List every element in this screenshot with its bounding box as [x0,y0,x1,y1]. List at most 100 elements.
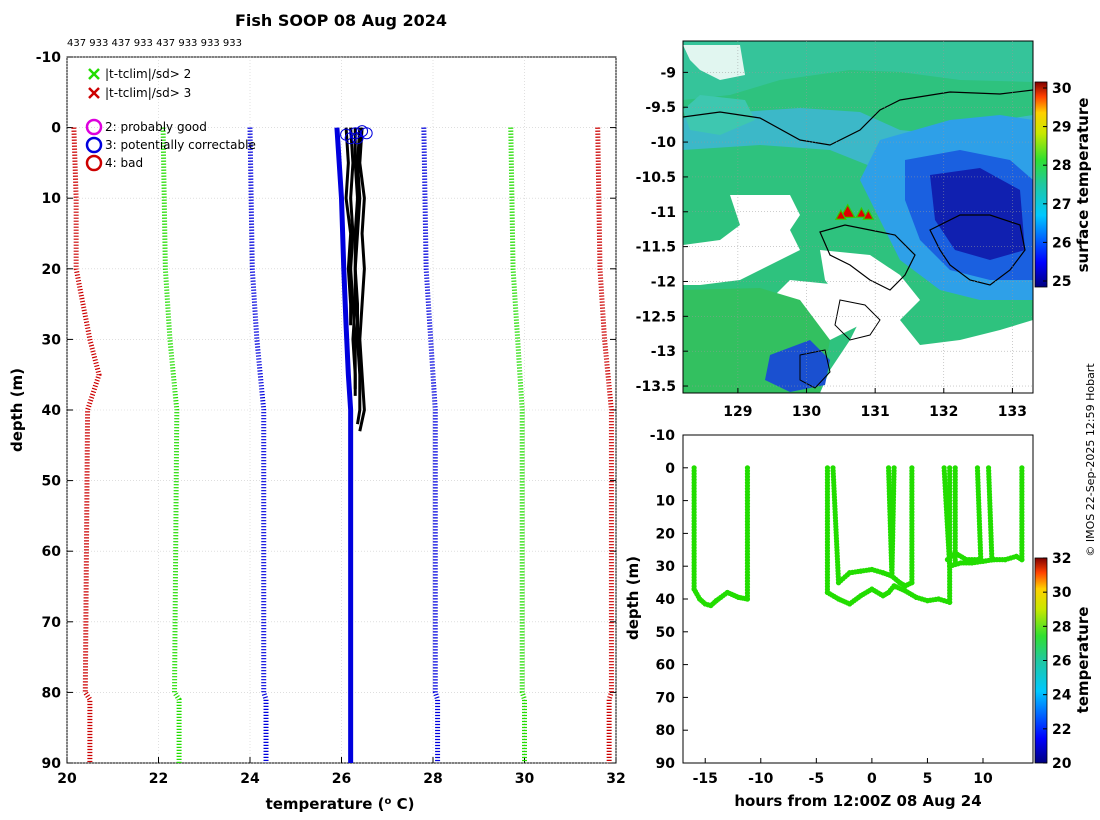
copyright-note: © IMOS 22-Sep-2025 12:59 Hobart [1084,363,1097,557]
profile-y-tick-label: 60 [42,544,62,560]
timeseries-y-tick-label: 80 [656,723,676,739]
profile-x-tick-label: 32 [606,771,625,787]
land-south [820,300,1033,393]
timeseries-x-tick-label: 5 [923,771,933,787]
temp-colorbar-tick-label: 28 [1052,619,1071,635]
timeseries-x-label: hours from 12:00Z 08 Aug 24 [734,792,981,810]
timeseries-y-tick-label: 30 [656,559,676,575]
temp-colorbar-tick-label: 32 [1052,551,1071,567]
chart-title: Fish SOOP 08 Aug 2024 [235,11,447,30]
profile-series-clim-3sd [71,127,102,763]
map-y-tick-label: -11 [651,205,676,221]
sst-colorbar-tick-label: 26 [1052,235,1071,251]
profile-cast-line [358,127,366,432]
timeseries-point [1019,465,1025,471]
temp-colorbar-tick-label: 22 [1052,722,1071,738]
timeseries-point [891,465,897,471]
profile-y-tick-label: 90 [42,756,62,772]
land-mainland [820,250,920,330]
profile-y-tick-label: 40 [42,403,62,419]
legend-circle-marker [85,154,103,172]
legend-label: |t-tclim|/sd> 3 [105,86,191,100]
map-x-tick-label: 129 [723,404,752,420]
timeseries-track [885,465,915,589]
cloud-north [683,45,745,80]
legend-circle-marker [85,118,103,136]
timeseries-y-tick-label: 70 [656,690,676,706]
profile-x-tick-label: 22 [149,771,168,787]
legend-label: |t-tclim|/sd> 2 [105,67,191,81]
timeseries-y-label: depth (m) [624,556,642,640]
legend-label: 4: bad [105,156,143,170]
map-y-tick-label: -11.5 [636,240,676,256]
legend-circle-marker [85,136,103,154]
timeseries-point [952,560,958,566]
profile-x-tick-label: 20 [57,771,77,787]
sst-sw-cool [765,340,830,392]
profile-y-tick-label: 80 [42,685,62,701]
timeseries-x-tick-label: 10 [973,771,993,787]
sst-north [683,41,1033,100]
temp-colorbar-tick-label: 26 [1052,654,1071,670]
profile-series-clim-2sd [508,127,527,763]
profile-x-tick-label: 24 [240,771,260,787]
legend-label: 2: probably good [105,120,207,134]
temp-colorbar-tick-label: 30 [1052,585,1072,601]
profile-x-label: temperature (o C) [266,795,415,813]
timeseries-panel: -15 -10 -5 0 5 10 -10 0 10 20 30 40 50 60 70 80 90 hours… [624,428,1092,810]
timeseries-y-tick-label: 20 [656,526,676,542]
profile-panel: 20 22 24 26 28 30 32 -10 0 10 20 30 40 50 60 70 80 90 |t-… [8,50,626,813]
coastline-islands [834,299,881,341]
timeseries-x-tick-label: -10 [748,771,774,787]
profile-y-tick-label: 50 [42,474,62,490]
legend-x-stroke [88,68,100,80]
sst-nw-patch [683,95,755,135]
profile-x-tick-label: 28 [423,771,442,787]
map-x-tick-label: 133 [998,404,1027,420]
temp-colorbar-label: temperature [1074,607,1092,714]
timeseries-y-tick-label: -10 [650,428,676,444]
timeseries-x-tick-label: -5 [809,771,825,787]
profile-x-tick-label: 26 [332,771,351,787]
sst-colorbar-tick-label: 28 [1052,158,1071,174]
sst-colorbar-tick-label: 25 [1052,274,1071,290]
timeseries-y-tick-label: 10 [656,494,676,510]
profile-flag-marker [340,128,353,141]
sst-field [683,41,1033,393]
sst-colorbar [1034,81,1048,288]
timeseries-x-tick-label: -15 [693,771,718,787]
timeseries-track [974,465,984,563]
temp-colorbar-tick-label: 24 [1052,688,1072,704]
sst-coolest [930,168,1025,260]
profile-y-tick-label: 70 [42,615,62,631]
timeseries-point [978,557,984,563]
timeseries-y-tick-label: 60 [656,658,676,674]
legend-x-marker [88,87,100,99]
sst-colorbar-label: surface temperature [1074,98,1092,273]
map-frame [682,40,1034,394]
profile-y-tick-label: 10 [42,191,62,207]
coastline-north [819,224,916,291]
profile-y-label: depth (m) [8,368,26,452]
timeseries-y-tick-label: 40 [656,592,676,608]
profile-series-clim-1sd [421,127,441,763]
legend-x-stroke [88,87,100,99]
sst-colorbar-tick-label: 27 [1052,197,1071,213]
map-cast-location-marker [862,209,875,220]
timeseries-track [985,465,995,563]
map-y-tick-label: -9.5 [645,100,676,116]
timeseries-y-tick-label: 90 [656,756,676,772]
cast-ids: 437 933 437 933 437 933 933 933 [67,38,242,49]
profile-series-clim-1sd [247,127,269,763]
profile-y-tick-label: -10 [36,50,62,66]
timeseries-y-tick-label: 0 [665,461,675,477]
timeseries-point [947,465,953,471]
timeseries-track [824,465,953,607]
profile-x-tick-label: 30 [515,771,535,787]
timeseries-y-tick-label: 50 [656,625,676,641]
map-y-tick-label: -9 [660,65,676,81]
timeseries-point [909,465,915,471]
map-cast-location-marker [839,203,856,218]
map-cast-location-marker [834,209,847,220]
